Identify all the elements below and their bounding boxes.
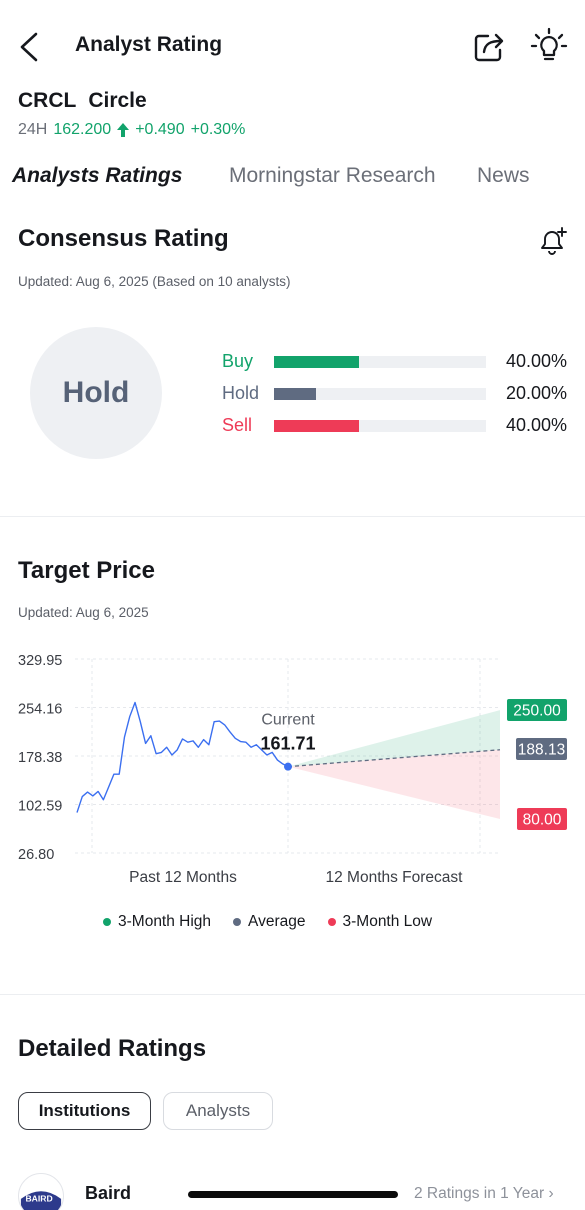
forecast-average-label: 188.13 (518, 742, 565, 759)
lightbulb-icon[interactable] (530, 27, 568, 65)
rating-bar-fill (274, 356, 359, 368)
consensus-updated: Updated: Aug 6, 2025 (Based on 10 analys… (18, 274, 291, 289)
legend-dot (233, 918, 242, 926)
y-tick-label: 102.59 (18, 799, 62, 815)
legend-label: 3-Month Low (342, 913, 433, 930)
rating-bar-fill (274, 388, 317, 400)
forecast-low-area (288, 749, 500, 819)
rating-bar-track (274, 356, 486, 368)
quote-price: 162.200 (53, 121, 112, 138)
current-price-marker (284, 762, 292, 771)
forecast-low-label-bg (517, 808, 567, 830)
forecast-low-label: 80.00 (523, 812, 562, 829)
quote-change: +0.490 (135, 121, 185, 138)
legend-item-high: 3-Month High (103, 913, 211, 931)
institution-ratings-count: 2 Ratings in 1 Year (414, 1185, 545, 1202)
current-label: Current (261, 712, 315, 729)
legend-dot (327, 918, 336, 926)
page-title: Analyst Rating (75, 33, 223, 56)
tab-analysts-ratings[interactable]: Analysts Ratings (12, 164, 183, 187)
section-divider (0, 516, 585, 517)
x-axis-label-forecast: 12 Months Forecast (326, 869, 464, 886)
institution-ratings-link[interactable]: 2 Ratings in 1 Year › (414, 1185, 554, 1203)
chart-legend: 3-Month High Average 3-Month Low (103, 913, 432, 931)
detailed-ratings-title: Detailed Ratings (18, 1035, 207, 1062)
consensus-rating-badge: Hold (30, 327, 162, 459)
home-indicator (188, 1191, 398, 1198)
share-icon[interactable] (472, 30, 506, 64)
rating-row-sell: Sell 40.00% (222, 415, 567, 437)
quote-change-pct: +0.30% (190, 121, 246, 138)
forecast-average-line (287, 749, 501, 768)
legend-label: 3-Month High (118, 913, 212, 930)
bell-plus-icon[interactable] (538, 226, 568, 256)
tab-morningstar-research[interactable]: Morningstar Research (229, 164, 436, 187)
filter-analysts[interactable]: Analysts (163, 1092, 273, 1130)
rating-percent: 40.00% (505, 415, 567, 435)
rating-label: Buy (222, 351, 254, 371)
stock-name: Circle (88, 89, 147, 112)
rating-percent: 40.00% (505, 351, 567, 371)
tab-news[interactable]: News (477, 164, 530, 187)
rating-bar-track (274, 388, 486, 400)
rating-label: Hold (222, 383, 260, 403)
tab-bar: Analysts Ratings Morningstar Research Ne… (0, 162, 585, 202)
filter-institutions[interactable]: Institutions (18, 1092, 151, 1130)
consensus-title: Consensus Rating (18, 225, 229, 252)
back-icon[interactable] (14, 30, 44, 64)
baird-logo: BAIRD (18, 1173, 64, 1210)
stock-symbol: CRCL (18, 89, 77, 112)
arrow-up-icon (117, 123, 130, 137)
y-tick-label: 26.80 (18, 847, 54, 863)
forecast-high-label: 250.00 (513, 703, 561, 720)
y-tick-label: 178.38 (18, 750, 62, 766)
forecast-high-area (288, 710, 500, 767)
quote-period: 24H (18, 121, 48, 138)
forecast-high-label-bg (507, 699, 567, 721)
rating-row-buy: Buy 40.00% (222, 351, 567, 373)
current-value: 161.71 (260, 734, 315, 754)
legend-item-low: 3-Month Low (327, 913, 433, 931)
stock-quote: 24H 162.200 +0.490 +0.30% (18, 121, 245, 139)
legend-item-average: Average (233, 913, 306, 931)
consensus-rating-value: Hold (62, 376, 130, 409)
rating-row-hold: Hold 20.00% (222, 383, 567, 405)
rating-percent: 20.00% (505, 383, 567, 403)
target-price-updated: Updated: Aug 6, 2025 (18, 605, 149, 620)
target-price-title: Target Price (18, 557, 155, 584)
svg-text:BAIRD: BAIRD (25, 1194, 52, 1204)
rating-bar-track (274, 420, 486, 432)
stock-header: CRCL Circle (18, 89, 159, 113)
rating-bar-fill (274, 420, 359, 432)
target-price-chart: 329.95 254.16 178.38 102.59 26.80 Current 161.… (18, 653, 567, 886)
section-divider (0, 994, 585, 995)
y-tick-label: 329.95 (18, 653, 62, 669)
legend-dot (103, 918, 111, 926)
legend-label: Average (248, 913, 306, 930)
chevron-right-icon: › (548, 1185, 554, 1202)
forecast-average-label-bg (516, 738, 567, 760)
y-tick-label: 254.16 (18, 702, 62, 718)
rating-label: Sell (222, 415, 253, 435)
x-axis-label-past: Past 12 Months (129, 869, 237, 886)
institution-name[interactable]: Baird (85, 1183, 132, 1203)
price-history-line (76, 701, 289, 813)
